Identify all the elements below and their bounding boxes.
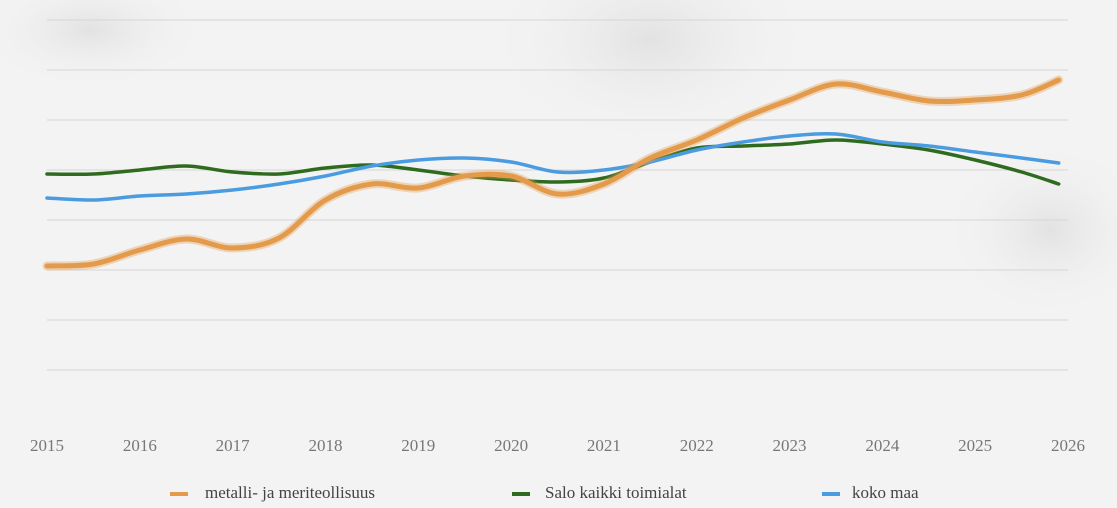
x-tick-label: 2016 [123,436,157,455]
series-line [44,77,1062,269]
x-tick-label: 2023 [773,436,807,455]
lines [42,75,1064,271]
x-tick-label: 2021 [587,436,621,455]
x-tick-label: 2018 [308,436,342,455]
x-tick-label: 2024 [865,436,900,455]
background-shade [0,0,210,90]
legend-label: metalli- ja meriteollisuus [205,483,375,502]
x-tick-label: 2022 [680,436,714,455]
x-tick-label: 2026 [1051,436,1085,455]
x-tick-label: 2025 [958,436,992,455]
x-tick-label: 2019 [401,436,435,455]
background-shade [940,140,1117,320]
series-line [45,131,1061,202]
legend: metalli- ja meriteollisuus Salo kaikki to… [170,483,919,502]
legend-label: Salo kaikki toimialat [545,483,687,502]
series-line [45,138,1061,186]
background-shade [480,0,820,150]
x-tick-label: 2015 [30,436,64,455]
x-axis: 2015 2016 2017 2018 2019 2020 2021 2022 2023 2024… [30,436,1085,455]
x-tick-label: 2020 [494,436,528,455]
x-tick-label: 2017 [216,436,251,455]
legend-label: koko maa [852,483,919,502]
